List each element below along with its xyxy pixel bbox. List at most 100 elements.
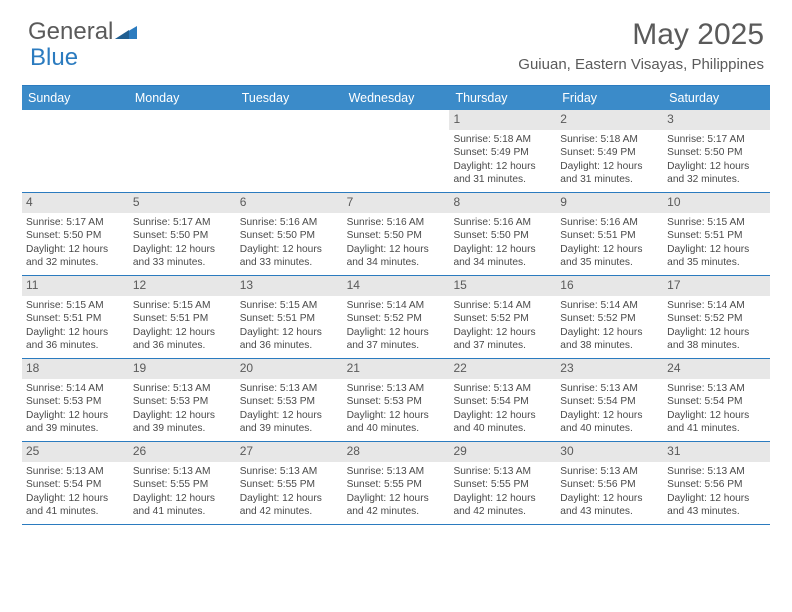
day-number: 20 bbox=[236, 359, 343, 379]
sunset-line: Sunset: 5:54 PM bbox=[560, 395, 659, 408]
sunset-line: Sunset: 5:52 PM bbox=[667, 312, 766, 325]
day-number: 18 bbox=[22, 359, 129, 379]
day-number: 15 bbox=[449, 276, 556, 296]
day-cell: 31Sunrise: 5:13 AMSunset: 5:56 PMDayligh… bbox=[663, 442, 770, 524]
day-cell: . bbox=[236, 110, 343, 192]
daylight-line: Daylight: 12 hours and 36 minutes. bbox=[26, 326, 125, 353]
sunset-line: Sunset: 5:53 PM bbox=[240, 395, 339, 408]
day-number: 17 bbox=[663, 276, 770, 296]
day-cell: 4Sunrise: 5:17 AMSunset: 5:50 PMDaylight… bbox=[22, 193, 129, 275]
sunrise-line: Sunrise: 5:15 AM bbox=[26, 299, 125, 312]
day-number: 2 bbox=[556, 110, 663, 130]
sunrise-line: Sunrise: 5:13 AM bbox=[560, 382, 659, 395]
day-body: Sunrise: 5:13 AMSunset: 5:56 PMDaylight:… bbox=[560, 465, 659, 519]
sunset-line: Sunset: 5:56 PM bbox=[667, 478, 766, 491]
sunrise-line: Sunrise: 5:13 AM bbox=[667, 382, 766, 395]
day-cell: 6Sunrise: 5:16 AMSunset: 5:50 PMDaylight… bbox=[236, 193, 343, 275]
sunrise-line: Sunrise: 5:17 AM bbox=[26, 216, 125, 229]
day-number: 30 bbox=[556, 442, 663, 462]
day-body: Sunrise: 5:13 AMSunset: 5:53 PMDaylight:… bbox=[240, 382, 339, 436]
day-body: Sunrise: 5:15 AMSunset: 5:51 PMDaylight:… bbox=[240, 299, 339, 353]
logo-text-1: General bbox=[28, 18, 113, 46]
daylight-line: Daylight: 12 hours and 39 minutes. bbox=[133, 409, 232, 436]
sunset-line: Sunset: 5:55 PM bbox=[453, 478, 552, 491]
sunrise-line: Sunrise: 5:15 AM bbox=[667, 216, 766, 229]
dow-cell: Wednesday bbox=[343, 86, 450, 110]
day-number: 3 bbox=[663, 110, 770, 130]
daylight-line: Daylight: 12 hours and 41 minutes. bbox=[667, 409, 766, 436]
day-cell: 18Sunrise: 5:14 AMSunset: 5:53 PMDayligh… bbox=[22, 359, 129, 441]
sunrise-line: Sunrise: 5:18 AM bbox=[453, 133, 552, 146]
daylight-line: Daylight: 12 hours and 42 minutes. bbox=[240, 492, 339, 519]
day-cell: 22Sunrise: 5:13 AMSunset: 5:54 PMDayligh… bbox=[449, 359, 556, 441]
daylight-line: Daylight: 12 hours and 36 minutes. bbox=[133, 326, 232, 353]
sunset-line: Sunset: 5:53 PM bbox=[347, 395, 446, 408]
day-cell: 9Sunrise: 5:16 AMSunset: 5:51 PMDaylight… bbox=[556, 193, 663, 275]
daylight-line: Daylight: 12 hours and 39 minutes. bbox=[26, 409, 125, 436]
dow-cell: Sunday bbox=[22, 86, 129, 110]
day-body: Sunrise: 5:15 AMSunset: 5:51 PMDaylight:… bbox=[133, 299, 232, 353]
day-cell: 20 Sunrise: 5:13 AMSunset: 5:53 PMDayligh… bbox=[236, 359, 343, 441]
day-number: 13 bbox=[236, 276, 343, 296]
week-row: 11Sunrise: 5:15 AMSunset: 5:51 PMDayligh… bbox=[22, 276, 770, 359]
sunrise-line: Sunrise: 5:13 AM bbox=[667, 465, 766, 478]
daylight-line: Daylight: 12 hours and 37 minutes. bbox=[347, 326, 446, 353]
header: General May 2025 Guiuan, Eastern Visayas… bbox=[0, 0, 792, 77]
dow-cell: Saturday bbox=[663, 86, 770, 110]
daylight-line: Daylight: 12 hours and 37 minutes. bbox=[453, 326, 552, 353]
daylight-line: Daylight: 12 hours and 31 minutes. bbox=[453, 160, 552, 187]
day-body: Sunrise: 5:13 AMSunset: 5:55 PMDaylight:… bbox=[347, 465, 446, 519]
week-row: ....1Sunrise: 5:18 AMSunset: 5:49 PMDayl… bbox=[22, 110, 770, 193]
day-body: Sunrise: 5:13 AMSunset: 5:54 PMDaylight:… bbox=[667, 382, 766, 436]
day-body: Sunrise: 5:13 AMSunset: 5:53 PMDaylight:… bbox=[347, 382, 446, 436]
day-number: 29 bbox=[449, 442, 556, 462]
day-number: 19 bbox=[129, 359, 236, 379]
daylight-line: Daylight: 12 hours and 32 minutes. bbox=[667, 160, 766, 187]
day-number: 10 bbox=[663, 193, 770, 213]
daylight-line: Daylight: 12 hours and 42 minutes. bbox=[453, 492, 552, 519]
calendar: SundayMondayTuesdayWednesdayThursdayFrid… bbox=[22, 85, 770, 525]
sunrise-line: Sunrise: 5:14 AM bbox=[347, 299, 446, 312]
daylight-line: Daylight: 12 hours and 42 minutes. bbox=[347, 492, 446, 519]
title-block: May 2025 Guiuan, Eastern Visayas, Philip… bbox=[518, 18, 764, 73]
week-row: 18Sunrise: 5:14 AMSunset: 5:53 PMDayligh… bbox=[22, 359, 770, 442]
sunset-line: Sunset: 5:51 PM bbox=[240, 312, 339, 325]
day-cell: 19Sunrise: 5:13 AMSunset: 5:53 PMDayligh… bbox=[129, 359, 236, 441]
daylight-line: Daylight: 12 hours and 40 minutes. bbox=[560, 409, 659, 436]
day-number: 11 bbox=[22, 276, 129, 296]
sunrise-line: Sunrise: 5:15 AM bbox=[240, 299, 339, 312]
sunrise-line: Sunrise: 5:15 AM bbox=[133, 299, 232, 312]
sunrise-line: Sunrise: 5:13 AM bbox=[26, 465, 125, 478]
daylight-line: Daylight: 12 hours and 40 minutes. bbox=[347, 409, 446, 436]
day-cell: 17Sunrise: 5:14 AMSunset: 5:52 PMDayligh… bbox=[663, 276, 770, 358]
day-cell: 7Sunrise: 5:16 AMSunset: 5:50 PMDaylight… bbox=[343, 193, 450, 275]
day-body: Sunrise: 5:15 AMSunset: 5:51 PMDaylight:… bbox=[26, 299, 125, 353]
sunrise-line: Sunrise: 5:16 AM bbox=[347, 216, 446, 229]
sunset-line: Sunset: 5:50 PM bbox=[347, 229, 446, 242]
sunset-line: Sunset: 5:51 PM bbox=[26, 312, 125, 325]
sunset-line: Sunset: 5:52 PM bbox=[347, 312, 446, 325]
weeks-container: ....1Sunrise: 5:18 AMSunset: 5:49 PMDayl… bbox=[22, 110, 770, 525]
day-cell: 5Sunrise: 5:17 AMSunset: 5:50 PMDaylight… bbox=[129, 193, 236, 275]
daylight-line: Daylight: 12 hours and 32 minutes. bbox=[26, 243, 125, 270]
day-cell: 10Sunrise: 5:15 AMSunset: 5:51 PMDayligh… bbox=[663, 193, 770, 275]
daylight-line: Daylight: 12 hours and 31 minutes. bbox=[560, 160, 659, 187]
day-number: 8 bbox=[449, 193, 556, 213]
daylight-line: Daylight: 12 hours and 43 minutes. bbox=[560, 492, 659, 519]
day-cell: 29 Sunrise: 5:13 AMSunset: 5:55 PMDayligh… bbox=[449, 442, 556, 524]
sunrise-line: Sunrise: 5:13 AM bbox=[347, 465, 446, 478]
daylight-line: Daylight: 12 hours and 34 minutes. bbox=[347, 243, 446, 270]
day-number: 12 bbox=[129, 276, 236, 296]
sunset-line: Sunset: 5:51 PM bbox=[560, 229, 659, 242]
sunset-line: Sunset: 5:55 PM bbox=[240, 478, 339, 491]
sunset-line: Sunset: 5:50 PM bbox=[240, 229, 339, 242]
sunrise-line: Sunrise: 5:13 AM bbox=[347, 382, 446, 395]
day-cell: 14Sunrise: 5:14 AMSunset: 5:52 PMDayligh… bbox=[343, 276, 450, 358]
day-cell: 2Sunrise: 5:18 AMSunset: 5:49 PMDaylight… bbox=[556, 110, 663, 192]
day-number: 5 bbox=[129, 193, 236, 213]
day-body: Sunrise: 5:13 AMSunset: 5:55 PMDaylight:… bbox=[453, 465, 552, 519]
daylight-line: Daylight: 12 hours and 41 minutes. bbox=[26, 492, 125, 519]
day-body: Sunrise: 5:17 AMSunset: 5:50 PMDaylight:… bbox=[667, 133, 766, 187]
day-cell: . bbox=[343, 110, 450, 192]
sunset-line: Sunset: 5:54 PM bbox=[453, 395, 552, 408]
